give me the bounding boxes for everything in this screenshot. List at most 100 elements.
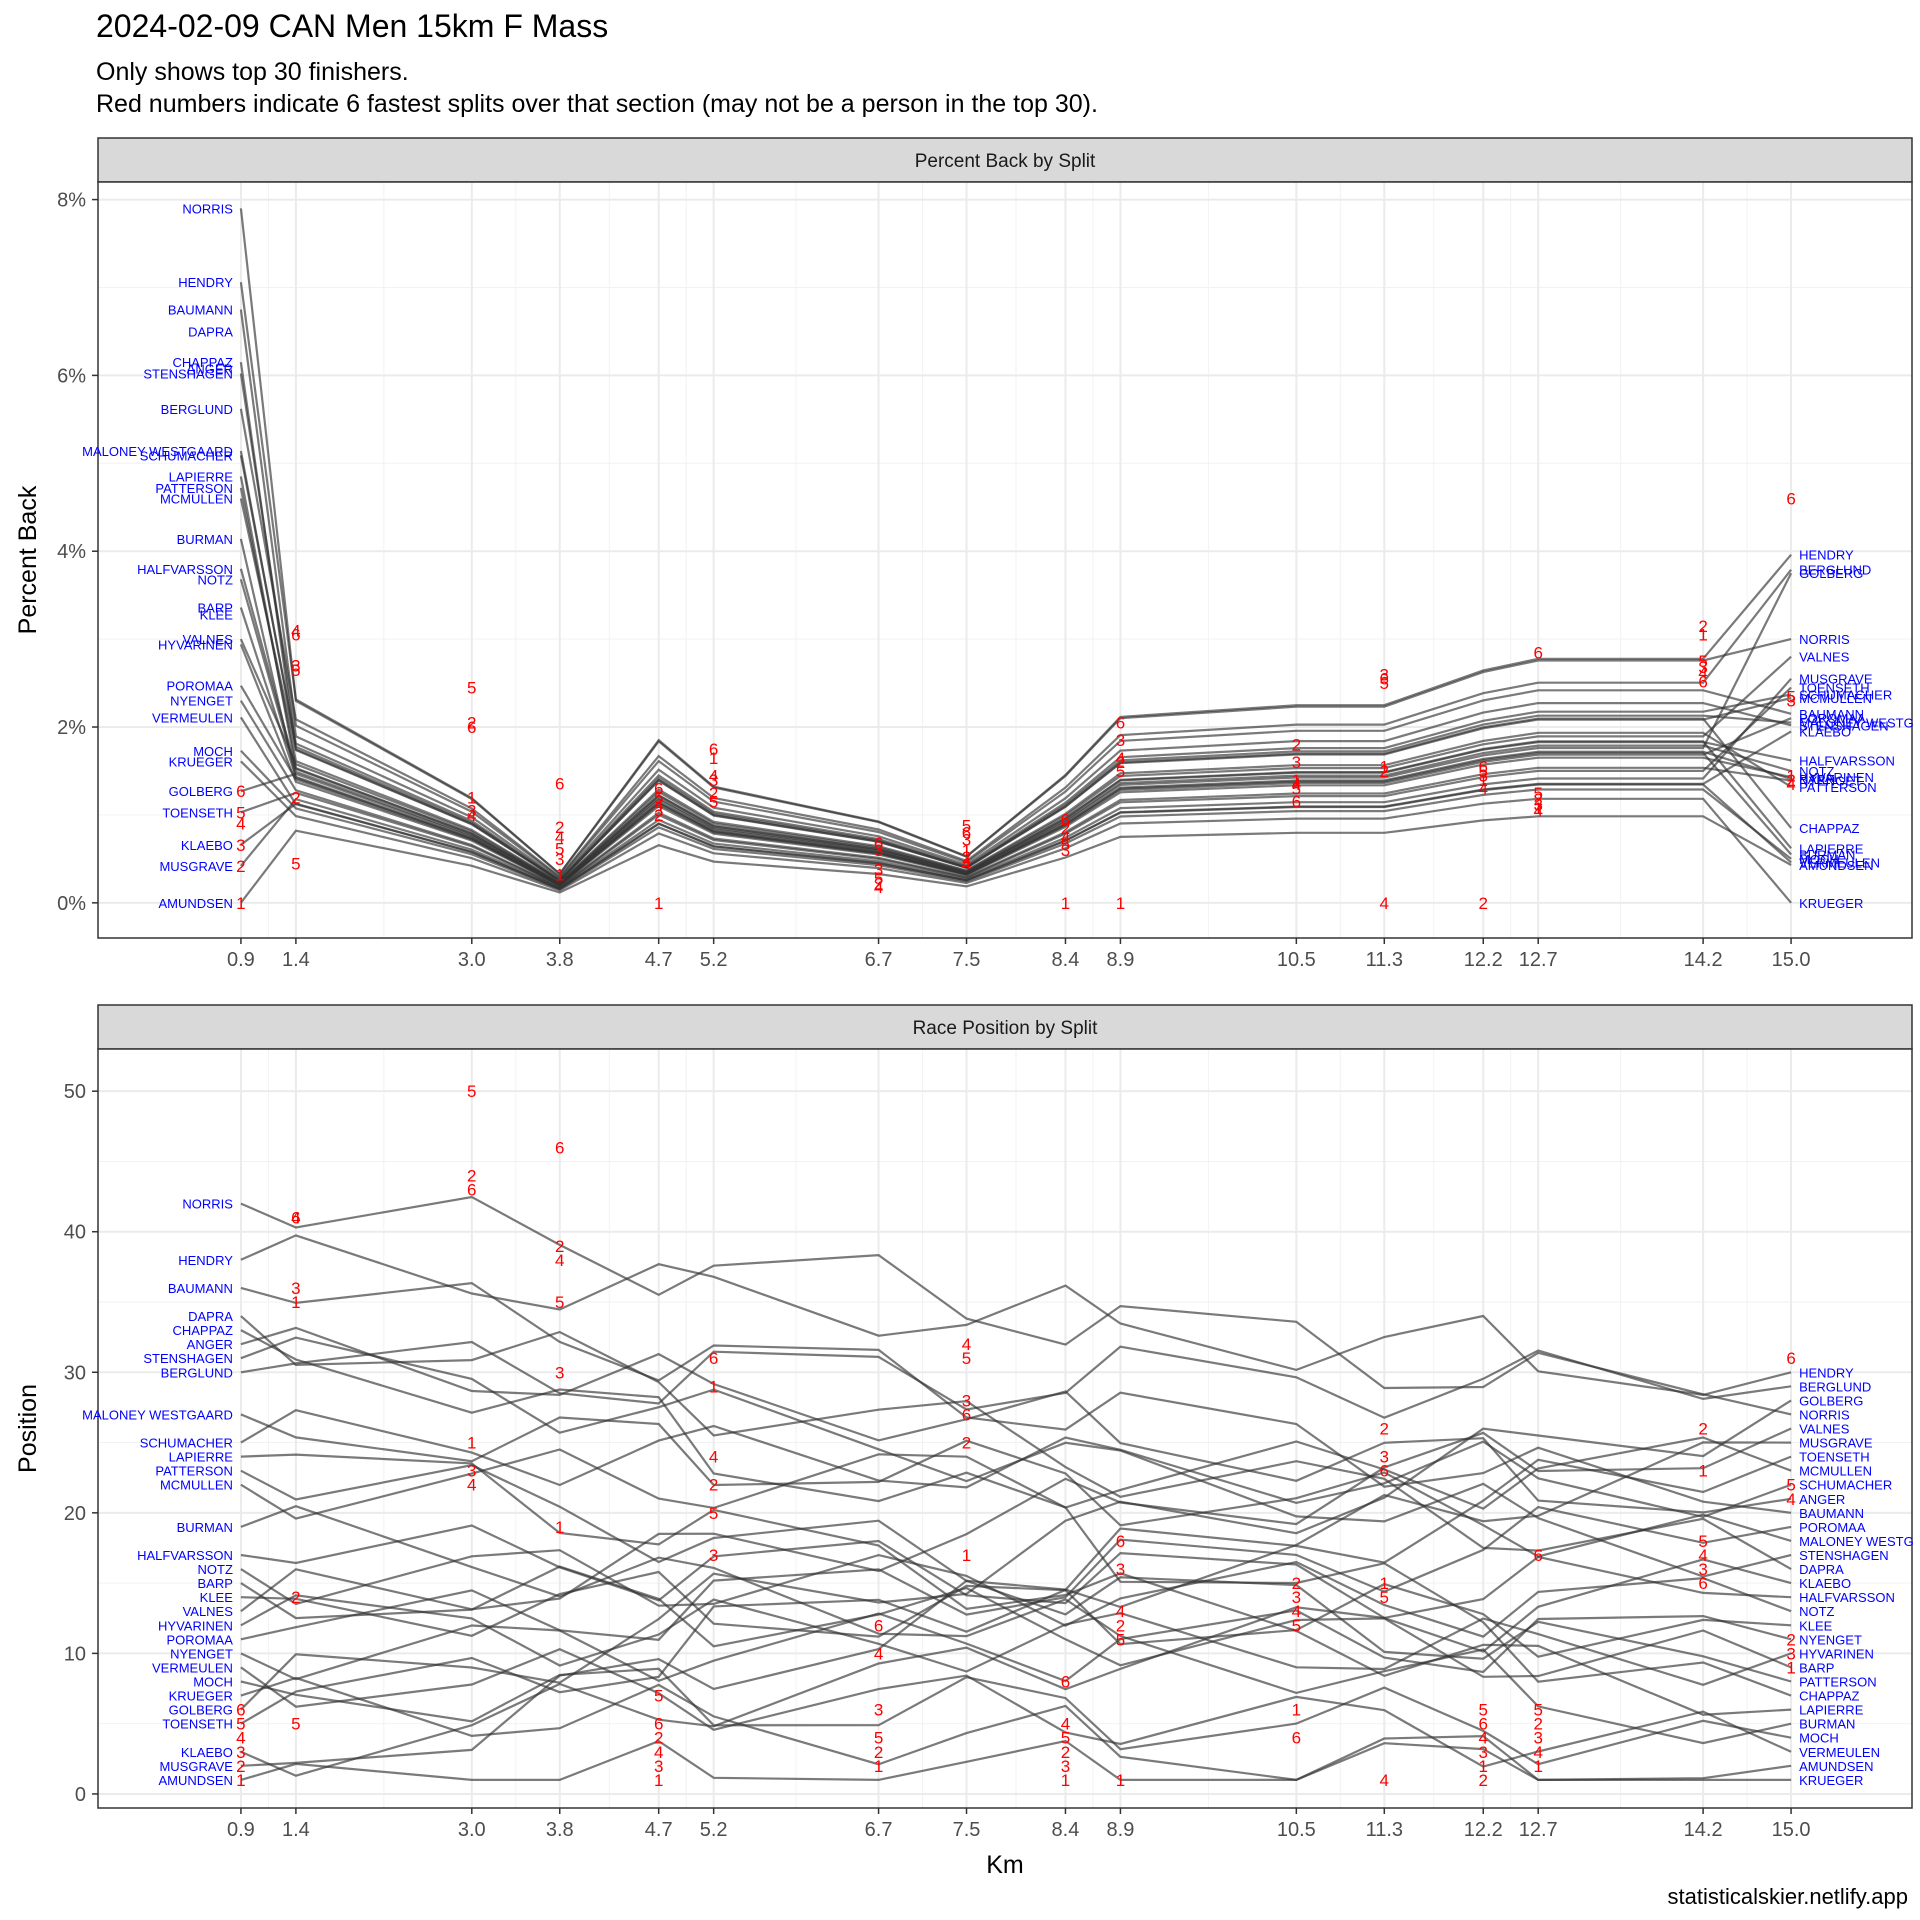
series-line-mcmullen: [239, 498, 1792, 883]
fast-split-rank: 4: [1292, 1602, 1301, 1621]
fast-split-rank: 5: [1380, 1588, 1389, 1607]
end-label: DAPRA: [1799, 1562, 1844, 1577]
fast-split-rank: 3: [1116, 731, 1125, 750]
series-line-halfvarsson: [240, 1524, 1792, 1620]
fast-split-rank: 4: [467, 806, 476, 825]
fast-split-rank: 2: [1533, 1715, 1542, 1734]
fast-split-rank: 2: [1116, 1616, 1125, 1635]
end-label: HALFVARSSON: [1799, 753, 1895, 768]
fast-split-rank: 1: [1698, 1462, 1707, 1481]
end-label: NYENGET: [1799, 774, 1862, 789]
fast-split-rank: 3: [709, 1546, 718, 1565]
end-label: NOTZ: [1799, 1604, 1834, 1619]
fast-split-rank: 1: [555, 1518, 564, 1537]
series-line-barp: [240, 1565, 1792, 1678]
y-tick-label: 0%: [57, 893, 86, 915]
y-tick-label: 50: [64, 1081, 86, 1103]
fast-split-rank: 2: [1479, 894, 1488, 913]
end-label: PATTERSON: [1799, 780, 1877, 795]
series-line-berglund: [240, 1340, 1792, 1419]
start-label: LAPIERRE: [169, 1450, 234, 1465]
end-label: TOENSETH: [1799, 1450, 1870, 1465]
fast-split-rank: 2: [874, 1743, 883, 1762]
start-label: MCMULLEN: [160, 1478, 233, 1493]
x-tick-label: 3.0: [458, 949, 486, 971]
end-label: MUSGRAVE: [1799, 1436, 1873, 1451]
fast-split-rank: 6: [467, 1181, 476, 1200]
fast-split-rank: 2: [962, 1434, 971, 1453]
fast-split-rank: 2: [236, 857, 245, 876]
fast-split-rank: 5: [1116, 1630, 1125, 1649]
series-line-moch: [240, 750, 1792, 891]
fast-split-rank: 4: [1786, 775, 1795, 794]
fast-split-rank: 6: [1698, 1574, 1707, 1593]
x-tick-label: 5.2: [700, 949, 728, 971]
fast-split-rank: 4: [1116, 749, 1125, 768]
fast-split-rank: 5: [467, 1082, 476, 1101]
end-label: KRUEGER: [1799, 896, 1863, 911]
fast-split-rank: 6: [1380, 670, 1389, 689]
end-label: HALFVARSSON: [1799, 1590, 1895, 1605]
fast-split-rank: 6: [291, 1209, 300, 1228]
fast-split-rank: 3: [1292, 1588, 1301, 1607]
start-label: MUSGRAVE: [159, 859, 233, 874]
fast-split-rank: 6: [1786, 1349, 1795, 1368]
x-tick-label: 10.5: [1277, 949, 1316, 971]
end-label: CHAPPAZ: [1799, 1689, 1859, 1704]
fast-split-rank: 3: [1061, 841, 1070, 860]
start-label: DAPRA: [188, 324, 233, 339]
fast-split-rank: 5: [1292, 1616, 1301, 1635]
fast-split-rank: 1: [236, 1771, 245, 1790]
y-tick-label: 2%: [57, 717, 86, 739]
start-label: HENDRY: [178, 275, 233, 290]
series-line-anger: [240, 1326, 1792, 1514]
series-line-nyenget: [240, 1609, 1792, 1683]
series-line-notz: [240, 1549, 1792, 1638]
end-label: NOTZ: [1799, 764, 1834, 779]
end-label: BAUMANN: [1799, 1506, 1864, 1521]
fast-split-rank: 6: [1061, 1673, 1070, 1692]
x-tick-label: 7.5: [953, 949, 981, 971]
end-label: CHAPPAZ: [1799, 821, 1859, 836]
fast-split-rank: 1: [1786, 1658, 1795, 1677]
series-line-baumann: [239, 309, 1792, 880]
end-label: POROMAA: [1799, 1520, 1866, 1535]
fast-split-rank: 3: [1698, 1560, 1707, 1579]
fast-split-rank: 1: [467, 788, 476, 807]
series-line-schumacher: [240, 1409, 1792, 1519]
series-line-berglund: [239, 408, 1792, 879]
end-label: SCHUMACHER: [1799, 1478, 1892, 1493]
end-label: KLAEBO: [1799, 724, 1851, 739]
fast-split-rank: 1: [1116, 1771, 1125, 1790]
fast-split-rank: 3: [1380, 1448, 1389, 1467]
fast-split-rank: 4: [1479, 780, 1488, 799]
x-tick-label: 3.8: [546, 949, 574, 971]
end-label: PATTERSON: [1799, 1675, 1877, 1690]
fast-split-rank: 5: [1479, 1701, 1488, 1720]
start-label: NYENGET: [170, 694, 233, 709]
start-label: MCMULLEN: [160, 491, 233, 506]
series-line-krueger: [240, 1676, 1792, 1782]
fast-split-rank: 2: [1786, 1630, 1795, 1649]
fast-split-rank: 2: [1698, 617, 1707, 636]
series-line-toenseth: [240, 1455, 1792, 1725]
fast-split-rank: 6: [236, 1701, 245, 1720]
x-tick-label: 8.9: [1107, 949, 1135, 971]
end-label: SCHUMACHER: [1799, 687, 1892, 702]
fast-split-rank: 6: [1116, 714, 1125, 733]
fast-split-rank: 3: [962, 831, 971, 850]
fast-split-rank: 5: [555, 1293, 564, 1312]
fast-split-rank: 5: [236, 803, 245, 822]
fast-split-rank: 4: [1533, 1743, 1542, 1762]
start-label: NORRIS: [182, 201, 233, 216]
fast-split-rank: 5: [1380, 674, 1389, 693]
fast-split-rank: 5: [962, 816, 971, 835]
start-label: NORRIS: [182, 1197, 233, 1212]
fast-split-rank: 4: [467, 1476, 476, 1495]
x-tick-label: 1.4: [282, 1819, 310, 1841]
fast-split-rank: 2: [467, 1167, 476, 1186]
fast-split-rank: 6: [467, 718, 476, 737]
end-label: BARP: [1799, 1660, 1834, 1675]
start-label: TOENSETH: [162, 1717, 233, 1732]
